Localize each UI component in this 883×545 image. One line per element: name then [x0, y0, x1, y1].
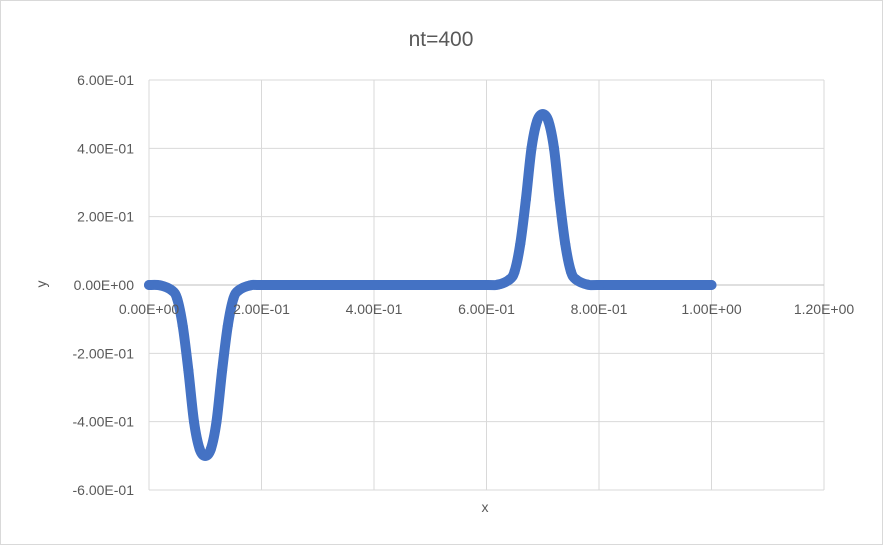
data-point: [537, 109, 548, 120]
data-point: [582, 279, 593, 290]
data-point: [172, 293, 183, 304]
y-tick-label: -6.00E-01: [73, 482, 135, 498]
series-layer: [144, 109, 717, 461]
x-tick-label: 8.00E-01: [571, 301, 628, 317]
chart-title: nt=400: [409, 28, 474, 51]
y-axis-label: y: [33, 281, 49, 288]
data-point: [526, 143, 537, 154]
data-point: [481, 280, 492, 290]
x-tick-label: 0.00E+00: [119, 301, 180, 317]
data-point: [549, 143, 559, 154]
data-point: [205, 444, 216, 454]
data-point: [515, 239, 526, 249]
data-point: [177, 321, 188, 331]
data-point: [509, 266, 520, 277]
data-point: [504, 274, 514, 285]
data-point: [217, 365, 228, 376]
data-point: [560, 239, 571, 249]
x-tick-label: 2.00E-01: [233, 301, 290, 317]
data-point: [554, 194, 565, 205]
data-point: [200, 450, 211, 461]
y-tick-label: 2.00E-01: [77, 209, 134, 225]
data-point: [166, 285, 177, 296]
x-tick-label: 1.00E+00: [681, 301, 742, 317]
x-tick-label: 6.00E-01: [458, 301, 515, 317]
data-point: [245, 280, 256, 291]
data-point: [425, 280, 436, 290]
x-tick-label: 4.00E-01: [346, 301, 403, 317]
data-point: [183, 365, 194, 376]
data-point: [228, 293, 239, 304]
data-point: [594, 280, 604, 290]
data-point: [571, 274, 582, 285]
data-point: [155, 280, 166, 291]
data-point: [222, 321, 233, 331]
data-point: [543, 116, 554, 126]
data-point: [369, 280, 379, 290]
data-point: [532, 116, 543, 126]
y-tick-label: -4.00E-01: [73, 414, 135, 430]
data-point: [144, 280, 154, 290]
data-point: [194, 444, 205, 454]
data-point: [565, 266, 576, 277]
y-tick-label: -2.00E-01: [73, 345, 135, 361]
data-point: [234, 285, 244, 296]
data-point: [189, 416, 199, 427]
data-point: [650, 280, 661, 290]
data-point: [520, 194, 531, 205]
x-axis-label: x: [482, 499, 489, 515]
data-point: [256, 280, 267, 290]
data-point: [211, 416, 222, 427]
y-tick-label: 6.00E-01: [77, 72, 134, 88]
tick-labels: 0.00E+00 2.00E-01 4.00E-01 6.00E-01 8.00E-01…: [73, 72, 855, 498]
y-tick-label: 4.00E-01: [77, 140, 134, 156]
data-point: [312, 280, 323, 290]
y-tick-label: 0.00E+00: [74, 277, 135, 293]
x-tick-label: 1.20E+00: [794, 301, 855, 317]
data-point: [492, 279, 503, 290]
data-point: [706, 280, 717, 290]
